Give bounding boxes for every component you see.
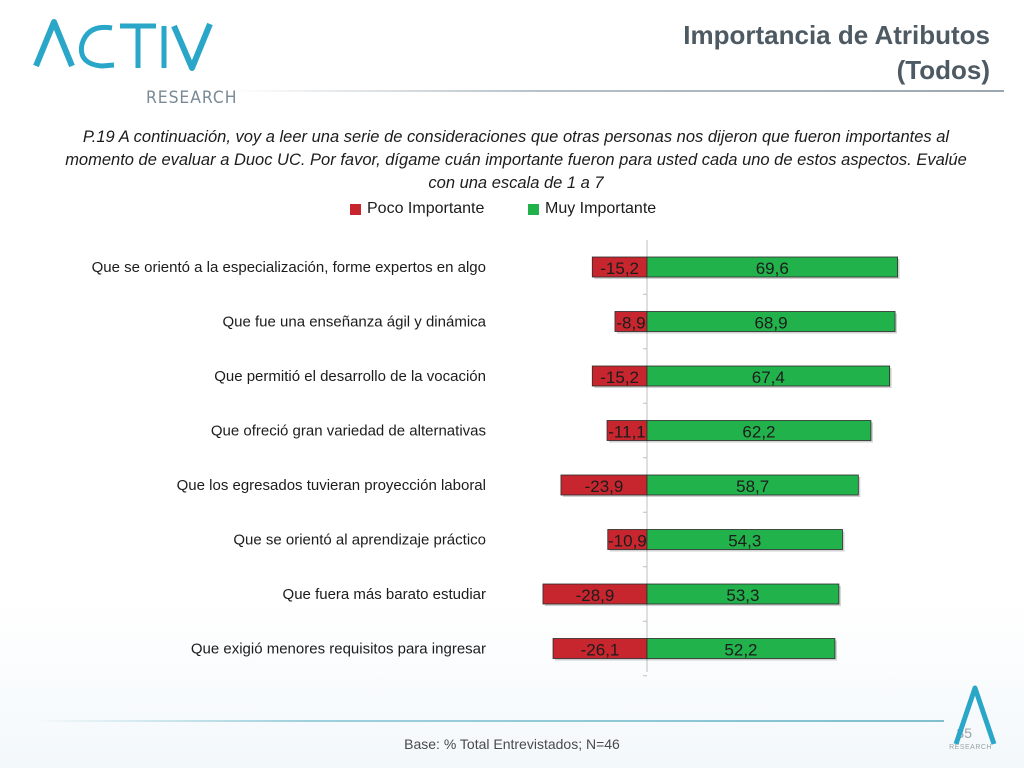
category-label: Que exigió menores requisitos para ingre… [191, 641, 486, 658]
page-subtitle: (Todos) [896, 55, 990, 85]
bar-muy-importante [646, 583, 840, 605]
data-label-positive: 52,2 [724, 641, 757, 660]
data-label-negative: -26,1 [581, 641, 620, 660]
chart-legend: Poco Importante Muy Importante [0, 200, 1024, 220]
category-label: Que permitió el desarrollo de la vocació… [214, 368, 486, 385]
data-label-negative: -8,9 [616, 314, 645, 333]
bar-muy-importante [646, 311, 896, 332]
title-divider [230, 90, 1004, 92]
category-label: Que se orientó a la especialización, for… [92, 259, 486, 276]
bar-muy-importante [646, 474, 859, 496]
legend-label-negative: Poco Importante [367, 200, 485, 217]
category-label: Que fue una enseñanza ágil y dinámica [222, 314, 486, 331]
legend-item-negative: Poco Importante [350, 200, 484, 218]
page-title: Importancia de Atributos [683, 20, 990, 50]
footer-logo-icon [953, 685, 997, 745]
legend-label-positive: Muy Importante [545, 200, 657, 217]
data-label-positive: 58,7 [736, 477, 769, 496]
data-label-positive: 69,6 [756, 259, 789, 278]
bar-muy-importante [646, 365, 891, 387]
data-label-positive: 54,3 [728, 532, 761, 551]
category-label: Que los egresados tuvieran proyección la… [177, 477, 486, 494]
footer-logo-text: RESEARCH [949, 744, 992, 751]
data-label-positive: 67,4 [752, 368, 785, 387]
data-label-negative: -15,2 [600, 368, 639, 387]
legend-swatch-positive [528, 203, 539, 215]
legend-item-positive: Muy Importante [528, 200, 656, 218]
bar-muy-importante [646, 638, 836, 659]
legend-swatch-negative [350, 203, 361, 215]
data-label-negative: -15,2 [600, 259, 639, 278]
bar-muy-importante [646, 529, 843, 550]
category-label: Que ofreció gran variedad de alternativa… [211, 423, 486, 440]
data-label-negative: -28,9 [576, 586, 615, 605]
bar-muy-importante [646, 256, 898, 278]
activa-research-logo: RESEARCH [28, 14, 236, 108]
data-label-positive: 62,2 [742, 423, 775, 442]
logo-research-text: RESEARCH [146, 88, 238, 108]
question-text: P.19 A continuación, voy a leer una seri… [65, 127, 967, 192]
category-label: Que se orientó al aprendizaje práctico [233, 532, 486, 549]
footer-divider [30, 720, 944, 722]
data-label-negative: -23,9 [585, 477, 624, 496]
category-label: Que fuera más barato estudiar [283, 586, 486, 603]
data-label-positive: 68,9 [754, 314, 787, 333]
data-label-positive: 53,3 [726, 586, 759, 605]
footer-base-note: Base: % Total Entrevistados; N=46 [404, 736, 620, 752]
logo-mark [33, 19, 213, 71]
bar-muy-importante [646, 420, 872, 441]
data-label-negative: -10,9 [608, 532, 647, 551]
data-label-negative: -11,1 [608, 423, 646, 442]
importance-bar-chart: Que se orientó a la especialización, for… [92, 240, 900, 677]
